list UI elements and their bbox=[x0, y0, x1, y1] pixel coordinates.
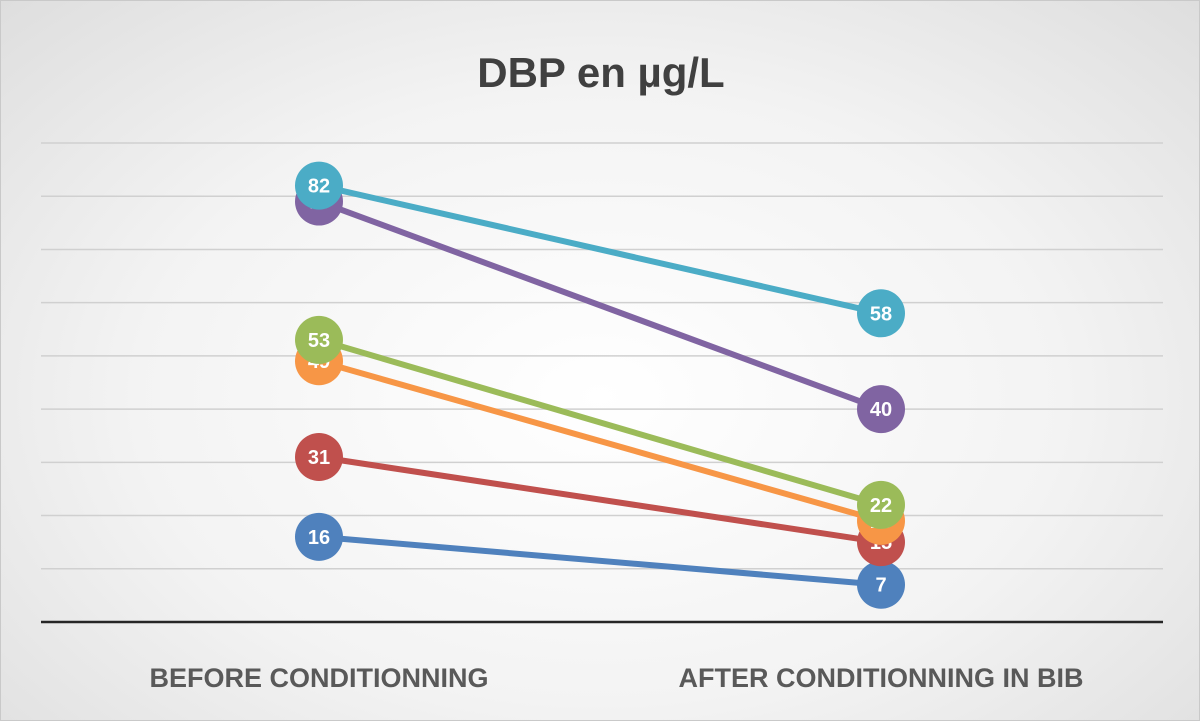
series-line-5 bbox=[316, 454, 884, 546]
data-label: 40 bbox=[870, 399, 892, 421]
data-label: 58 bbox=[870, 303, 892, 325]
chart-title: DBP en µg/L bbox=[477, 49, 724, 96]
series-line-1 bbox=[316, 182, 884, 317]
data-markers: 16314953798271519224058 bbox=[295, 161, 905, 609]
data-label: 31 bbox=[308, 447, 330, 469]
data-point-marker bbox=[295, 161, 343, 210]
data-label: 82 bbox=[308, 176, 330, 198]
data-point-marker bbox=[295, 433, 343, 482]
data-label: 16 bbox=[308, 527, 330, 549]
category-label-after: AFTER CONDITIONNING IN BIB bbox=[679, 663, 1084, 693]
data-point-marker bbox=[857, 560, 905, 609]
gridlines bbox=[41, 142, 1163, 570]
series-line-2 bbox=[316, 198, 884, 413]
data-point-marker bbox=[857, 385, 905, 434]
data-point-marker bbox=[295, 512, 343, 561]
data-label: 7 bbox=[875, 575, 886, 597]
series-line-6 bbox=[316, 533, 884, 588]
category-label-before: BEFORE CONDITIONNING bbox=[149, 663, 488, 693]
data-point-marker bbox=[857, 289, 905, 338]
series-line-4 bbox=[316, 358, 884, 524]
data-label: 22 bbox=[870, 495, 892, 517]
data-point-marker bbox=[295, 315, 343, 364]
series-line-3 bbox=[316, 336, 884, 508]
series-lines bbox=[316, 182, 884, 588]
data-point-marker bbox=[857, 480, 905, 529]
data-label: 53 bbox=[308, 330, 330, 352]
